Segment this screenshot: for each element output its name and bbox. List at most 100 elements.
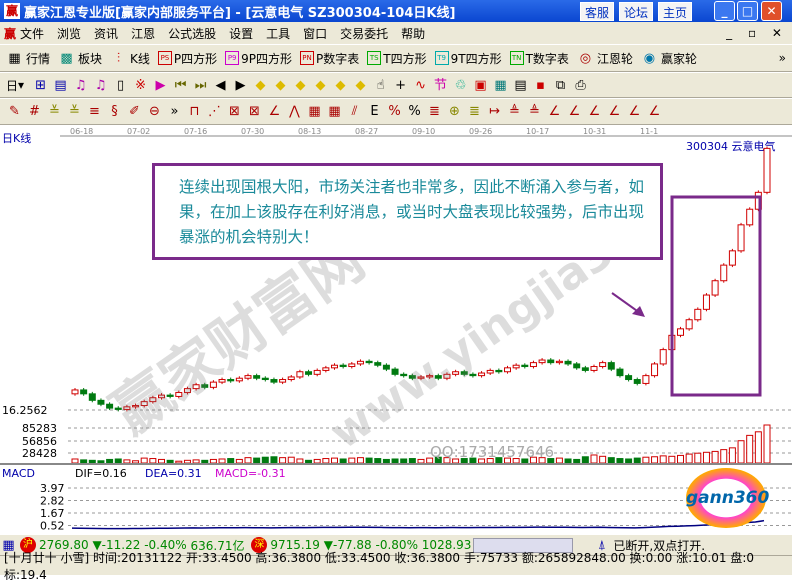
fan-icon[interactable]: ⋰: [208, 104, 221, 119]
angle-icon[interactable]: ∠: [268, 104, 281, 119]
shrink-icon[interactable]: ◆: [315, 77, 326, 93]
menu-window[interactable]: 窗口: [303, 26, 328, 41]
section-icon[interactable]: 节: [434, 77, 448, 93]
zoom-in-icon[interactable]: ◆: [335, 77, 346, 93]
parallel-icon[interactable]: #: [29, 104, 40, 119]
percent-icon[interactable]: %: [408, 104, 421, 119]
candle-type-icon[interactable]: ▯: [116, 77, 125, 93]
menu-trade[interactable]: 交易委托: [340, 26, 389, 41]
p9-square-button[interactable]: P9 9P四方形: [225, 50, 292, 67]
maximize-icon[interactable]: □: [737, 1, 758, 21]
percent2-icon[interactable]: ≣: [429, 104, 440, 119]
crosshair-icon[interactable]: +: [395, 77, 406, 93]
more2-icon[interactable]: »: [170, 104, 179, 119]
last-icon[interactable]: ⏭: [194, 77, 207, 93]
zoom-out-icon[interactable]: ◆: [355, 77, 366, 93]
forum-button[interactable]: 论坛: [619, 2, 654, 21]
line-icon[interactable]: ∿: [415, 77, 426, 93]
stock-label: 300304 云意电气: [686, 139, 776, 153]
menu-gann[interactable]: 江恩: [131, 26, 156, 41]
wave-icon[interactable]: ⋀: [289, 104, 300, 119]
save-icon[interactable]: ▪: [536, 77, 545, 93]
tool4-icon[interactable]: ∠: [568, 104, 581, 119]
indicator2-icon[interactable]: ♫: [94, 77, 107, 93]
calculator-icon[interactable]: ▦: [494, 77, 507, 93]
menu-settings[interactable]: 设置: [229, 26, 254, 41]
fib-icon[interactable]: ≡: [89, 104, 100, 119]
spiral-icon[interactable]: §: [111, 104, 118, 119]
yingjia-wheel-button[interactable]: ◉ 赢家轮: [641, 50, 697, 67]
t-square-button[interactable]: TS T四方形: [367, 50, 427, 67]
tool7-icon[interactable]: ∠: [628, 104, 641, 119]
flag-icon[interactable]: ▶: [155, 77, 166, 93]
gold2-icon[interactable]: ≚: [69, 104, 80, 119]
status-scrollbar[interactable]: [473, 537, 574, 553]
candle: [149, 397, 157, 403]
gann-grid-icon[interactable]: ⊠: [249, 104, 260, 119]
tool1-icon[interactable]: ≜: [509, 104, 520, 119]
t-number-button[interactable]: TN T数字表: [509, 50, 569, 67]
gold-circle-icon[interactable]: ⊕: [449, 104, 460, 119]
quote-button[interactable]: ▦ 行情: [6, 50, 50, 67]
grid-draw-icon[interactable]: ▦: [308, 104, 321, 119]
zoom-left-icon[interactable]: ◆: [255, 77, 266, 93]
swap-icon[interactable]: ♲: [454, 77, 467, 93]
table-icon[interactable]: ▦: [2, 537, 15, 553]
period-dropdown[interactable]: 日 ▾: [6, 78, 25, 93]
right-icon[interactable]: ▶: [235, 77, 246, 93]
ruler-icon[interactable]: E: [370, 104, 379, 119]
report-icon[interactable]: ▤: [514, 77, 527, 93]
menu-info[interactable]: 资讯: [94, 26, 119, 41]
tool8-icon[interactable]: ∠: [648, 104, 661, 119]
lines-icon[interactable]: ⫽: [351, 104, 358, 119]
volume-bar: [322, 458, 330, 464]
pen-icon[interactable]: ✎: [9, 104, 20, 119]
first-icon[interactable]: ⏮: [174, 77, 187, 93]
menu-browse[interactable]: 浏览: [57, 26, 82, 41]
box-icon[interactable]: ⊓: [189, 104, 200, 119]
percent-line-icon[interactable]: %: [388, 104, 401, 119]
sector-button[interactable]: ▩ 板块: [58, 50, 102, 67]
calendar-icon[interactable]: ▣: [474, 77, 487, 93]
home-button[interactable]: 主页: [658, 2, 693, 21]
p-number-button[interactable]: PN P数字表: [300, 50, 359, 67]
close-icon[interactable]: ✕: [761, 1, 782, 21]
gold-line-icon[interactable]: ≣: [469, 104, 480, 119]
hand-icon[interactable]: ☝: [376, 77, 385, 93]
kline-button[interactable]: ⫶ K线: [110, 50, 150, 67]
network-icon[interactable]: ⧉: [555, 77, 566, 93]
service-button[interactable]: 客服: [580, 2, 615, 21]
menu-file[interactable]: 文件: [20, 26, 45, 41]
mdi-controls[interactable]: _ ▫ ✕: [726, 26, 788, 40]
grid2-icon[interactable]: ▦: [328, 104, 341, 119]
tool3-icon[interactable]: ∠: [548, 104, 561, 119]
expand-icon[interactable]: ◆: [295, 77, 306, 93]
gann-wheel-button[interactable]: ◎ 江恩轮: [577, 50, 633, 67]
minimize-icon[interactable]: _: [714, 1, 735, 21]
kline-chart[interactable]: 日K线 06-18 07-02 07-16 07-30 08-13 08-27 09-10 09…: [0, 125, 792, 535]
window-icon[interactable]: ⊞: [35, 77, 46, 93]
tool5-icon[interactable]: ∠: [588, 104, 601, 119]
indicator-icon[interactable]: ♫: [74, 77, 87, 93]
t9-square-button[interactable]: T9 9T四方形: [434, 50, 502, 67]
tool2-icon[interactable]: ≜: [529, 104, 540, 119]
tool6-icon[interactable]: ∠: [608, 104, 621, 119]
doc-icon[interactable]: ▤: [54, 77, 67, 93]
menu-tools[interactable]: 工具: [266, 26, 291, 41]
zoom-right-icon[interactable]: ◆: [275, 77, 286, 93]
pencil-icon[interactable]: ✐: [129, 104, 140, 119]
print-icon[interactable]: ⎙: [575, 77, 586, 93]
p-square-button[interactable]: PS P四方形: [157, 50, 217, 67]
candle: [573, 363, 581, 369]
more-button[interactable]: »: [778, 51, 786, 65]
circle-icon[interactable]: ⊖: [149, 104, 160, 119]
connection-status[interactable]: 已断开,双点打开.: [613, 538, 706, 553]
formula-icon[interactable]: ※: [135, 77, 146, 93]
menu-formula[interactable]: 公式选股: [168, 26, 217, 41]
left-icon[interactable]: ◀: [215, 77, 226, 93]
arrow-icon[interactable]: ↦: [489, 104, 500, 119]
menu-help[interactable]: 帮助: [401, 26, 426, 41]
gann-box-icon[interactable]: ⊠: [229, 104, 240, 119]
gold-icon[interactable]: ≚: [49, 104, 60, 119]
candle: [633, 379, 641, 384]
